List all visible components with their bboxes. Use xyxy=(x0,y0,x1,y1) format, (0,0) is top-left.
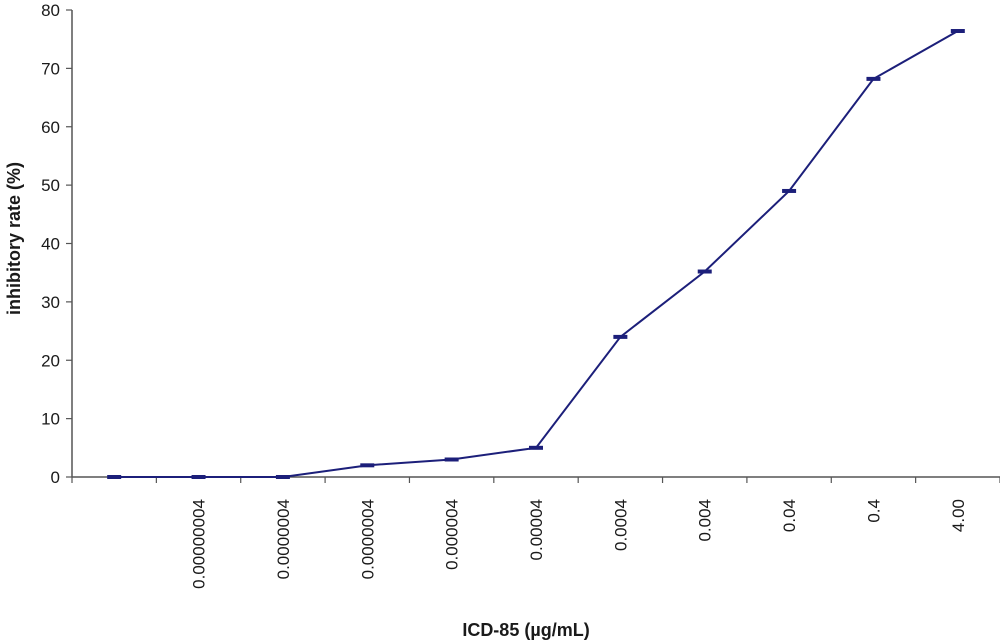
x-tick-label: 4.00 xyxy=(949,499,968,532)
x-tick-label: 0.0000004 xyxy=(274,499,293,579)
x-tick-label: 0.000004 xyxy=(443,499,462,570)
series-group xyxy=(107,29,965,479)
x-tick-label: 0.0000004 xyxy=(358,499,377,579)
x-tick-label: 0.0004 xyxy=(611,499,630,551)
x-tick-label: 0.00004 xyxy=(527,499,546,560)
y-tick-label: 40 xyxy=(41,235,60,254)
y-tick-label: 50 xyxy=(41,176,60,195)
y-tick-label: 80 xyxy=(41,1,60,20)
y-tick-label: 10 xyxy=(41,410,60,429)
y-axis-title: inhibitory rate (%) xyxy=(4,162,24,315)
x-tick-label: 0.04 xyxy=(780,499,799,532)
y-tick-label: 30 xyxy=(41,293,60,312)
series-line xyxy=(114,30,959,478)
y-tick-label: 70 xyxy=(41,59,60,78)
y-tick-label: 60 xyxy=(41,118,60,137)
x-tick-label: 0.004 xyxy=(696,499,715,542)
x-axis-title: ICD-85 (µg/mL) xyxy=(462,620,589,640)
y-tick-label: 0 xyxy=(51,468,60,487)
y-tick-label: 20 xyxy=(41,351,60,370)
x-axis: 0.00000004 0.0000004 0.0000004 0.000004 0.00… xyxy=(71,476,1000,589)
y-axis: 0 10 20 30 40 50 60 70 80 xyxy=(41,1,73,487)
x-ticks: 0.00000004 0.0000004 0.0000004 0.000004 0.00… xyxy=(71,477,1000,589)
x-tick-label: 0.4 xyxy=(864,499,883,523)
y-ticks: 0 10 20 30 40 50 60 70 80 xyxy=(41,1,72,487)
x-tick-label: 0.00000004 xyxy=(190,499,209,589)
